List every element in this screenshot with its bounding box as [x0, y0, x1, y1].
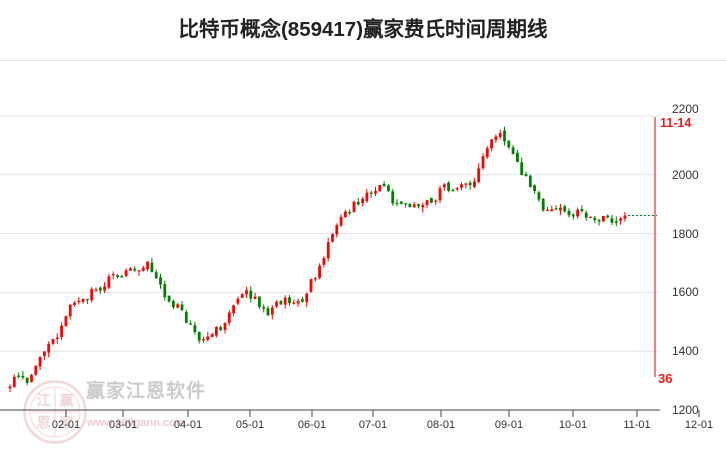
svg-text:09-01: 09-01: [495, 419, 523, 431]
svg-text:08-01: 08-01: [427, 419, 455, 431]
svg-text:04-01: 04-01: [174, 419, 202, 431]
svg-text:1600: 1600: [672, 285, 699, 299]
svg-text:1200: 1200: [672, 403, 699, 417]
svg-text:1400: 1400: [672, 344, 699, 358]
svg-text:2200: 2200: [672, 102, 699, 116]
svg-text:05-01: 05-01: [236, 419, 264, 431]
svg-text:2000: 2000: [672, 168, 699, 182]
svg-text:06-01: 06-01: [298, 419, 326, 431]
svg-text:10-01: 10-01: [559, 419, 587, 431]
svg-text:1800: 1800: [672, 227, 699, 241]
svg-text:36: 36: [658, 371, 672, 386]
svg-text:11-01: 11-01: [623, 419, 650, 431]
svg-text:11-14: 11-14: [660, 116, 691, 130]
svg-text:02-01: 02-01: [52, 419, 80, 431]
svg-text:07-01: 07-01: [359, 419, 387, 431]
svg-text:03-01: 03-01: [109, 419, 137, 431]
svg-text:12-01: 12-01: [685, 419, 713, 431]
